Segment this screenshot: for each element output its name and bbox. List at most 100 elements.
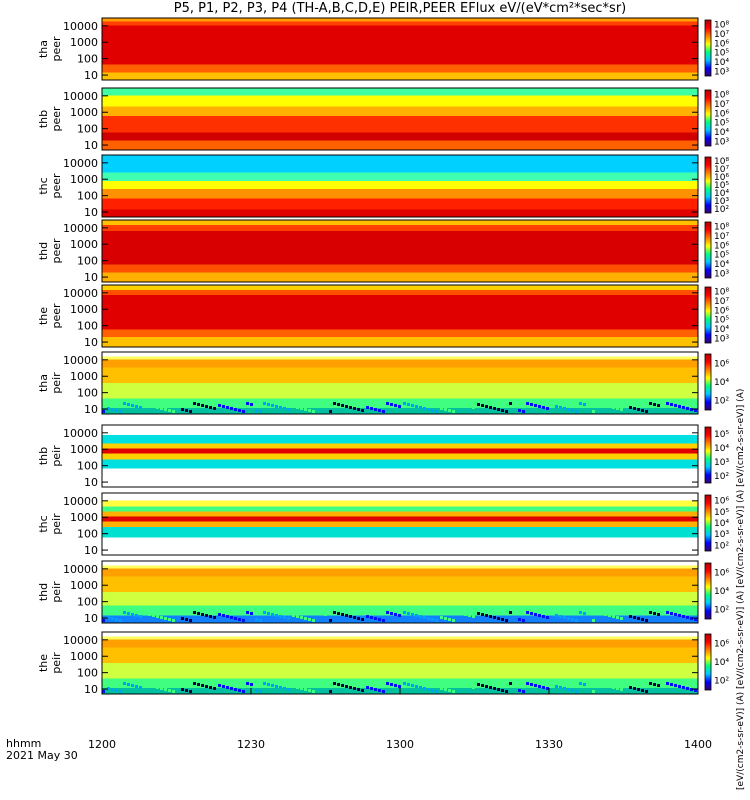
noise-pixel (464, 613, 467, 616)
noise-pixel (620, 688, 623, 691)
noise-pixel (649, 611, 652, 614)
noise-pixel (501, 689, 504, 692)
noise-pixel (460, 612, 463, 615)
y-tick-label: 1000 (70, 173, 98, 186)
noise-pixel (115, 618, 118, 621)
noise-pixel (287, 617, 290, 620)
noise-pixel (259, 619, 262, 622)
noise-pixel (287, 408, 290, 411)
noise-pixel (633, 616, 636, 619)
noise-pixel (242, 690, 245, 693)
colorbar-tick-label: 10⁸ (714, 288, 729, 298)
noise-pixel (193, 682, 196, 685)
noise-pixel (127, 612, 130, 615)
y-tick-label: 100 (77, 460, 98, 473)
x-tick-label: 1300 (386, 738, 414, 751)
noise-pixel (160, 616, 163, 619)
colorbar-tick-label: 10⁴ (714, 658, 729, 668)
noise-pixel (218, 404, 221, 407)
colorbar-tick-label: 10³ (714, 67, 729, 77)
noise-pixel (546, 616, 549, 619)
noise-pixel (415, 405, 418, 408)
colorbar-tick-label: 10⁴ (714, 325, 729, 335)
noise-pixel (579, 611, 582, 614)
noise-pixel (431, 618, 434, 621)
noise-pixel (423, 616, 426, 619)
noise-pixel (131, 404, 134, 407)
noise-pixel (119, 690, 122, 693)
noise-pixel (172, 690, 175, 693)
noise-pixel (645, 410, 648, 413)
y-tick-label: 100 (77, 255, 98, 268)
y-tick-label: 10 (84, 271, 98, 284)
noise-pixel (353, 616, 356, 619)
noise-pixel (456, 402, 459, 405)
noise-pixel (329, 410, 332, 413)
y-tick-label: 10000 (63, 495, 98, 508)
x-tick-label: 1230 (237, 738, 265, 751)
noise-pixel (111, 688, 114, 691)
noise-pixel (304, 408, 307, 411)
noise-pixel (481, 404, 484, 407)
noise-pixel (250, 403, 253, 406)
noise-pixel (411, 613, 414, 616)
colorbar (704, 562, 712, 620)
noise-pixel (403, 402, 406, 405)
noise-pixel (444, 688, 447, 691)
y-tick-label: 1000 (70, 511, 98, 524)
noise-pixel (263, 402, 266, 405)
noise-pixel (320, 683, 323, 686)
colorbar-tick-label: 10⁶ (714, 109, 729, 119)
noise-pixel (181, 617, 184, 620)
noise-pixel (316, 682, 319, 685)
noise-pixel (279, 615, 282, 618)
panel-probe-label: thd (37, 583, 50, 601)
noise-pixel (333, 682, 336, 685)
noise-pixel (234, 617, 237, 620)
y-tick-label: 10000 (63, 20, 98, 33)
noise-pixel (633, 407, 636, 410)
noise-pixel (267, 612, 270, 615)
noise-pixel (538, 685, 541, 688)
noise-pixel (164, 688, 167, 691)
panel-frame (101, 17, 699, 81)
noise-pixel (185, 689, 188, 692)
noise-pixel (629, 406, 632, 409)
noise-pixel (135, 614, 138, 617)
noise-pixel (559, 615, 562, 618)
noise-pixel (246, 682, 249, 685)
y-tick-label: 10000 (63, 222, 98, 235)
noise-pixel (678, 614, 681, 617)
noise-pixel (213, 687, 216, 690)
y-tick-label: 1000 (70, 443, 98, 456)
noise-pixel (604, 404, 607, 407)
noise-pixel (579, 682, 582, 685)
noise-pixel (485, 405, 488, 408)
y-tick-label: 100 (77, 528, 98, 541)
noise-pixel (608, 685, 611, 688)
noise-pixel (518, 409, 521, 412)
noise-pixel (374, 688, 377, 691)
panel-probe-label: the (37, 307, 50, 325)
x-tick-label: 1400 (684, 738, 712, 751)
noise-pixel (308, 409, 311, 412)
noise-pixel (119, 619, 122, 622)
noise-pixel (238, 689, 241, 692)
y-tick-label: 1000 (70, 36, 98, 49)
noise-pixel (423, 687, 426, 690)
noise-pixel (526, 611, 529, 614)
noise-pixel (226, 406, 229, 409)
y-tick-label: 10 (84, 336, 98, 349)
noise-pixel (275, 685, 278, 688)
noise-pixel (403, 611, 406, 614)
noise-pixel (115, 689, 118, 692)
noise-pixel (131, 684, 134, 687)
noise-pixel (139, 686, 142, 689)
colorbar (704, 221, 712, 279)
panel-species-label: peir (50, 652, 63, 674)
noise-pixel (538, 405, 541, 408)
noise-pixel (600, 403, 603, 406)
noise-pixel (682, 406, 685, 409)
noise-pixel (435, 690, 438, 693)
